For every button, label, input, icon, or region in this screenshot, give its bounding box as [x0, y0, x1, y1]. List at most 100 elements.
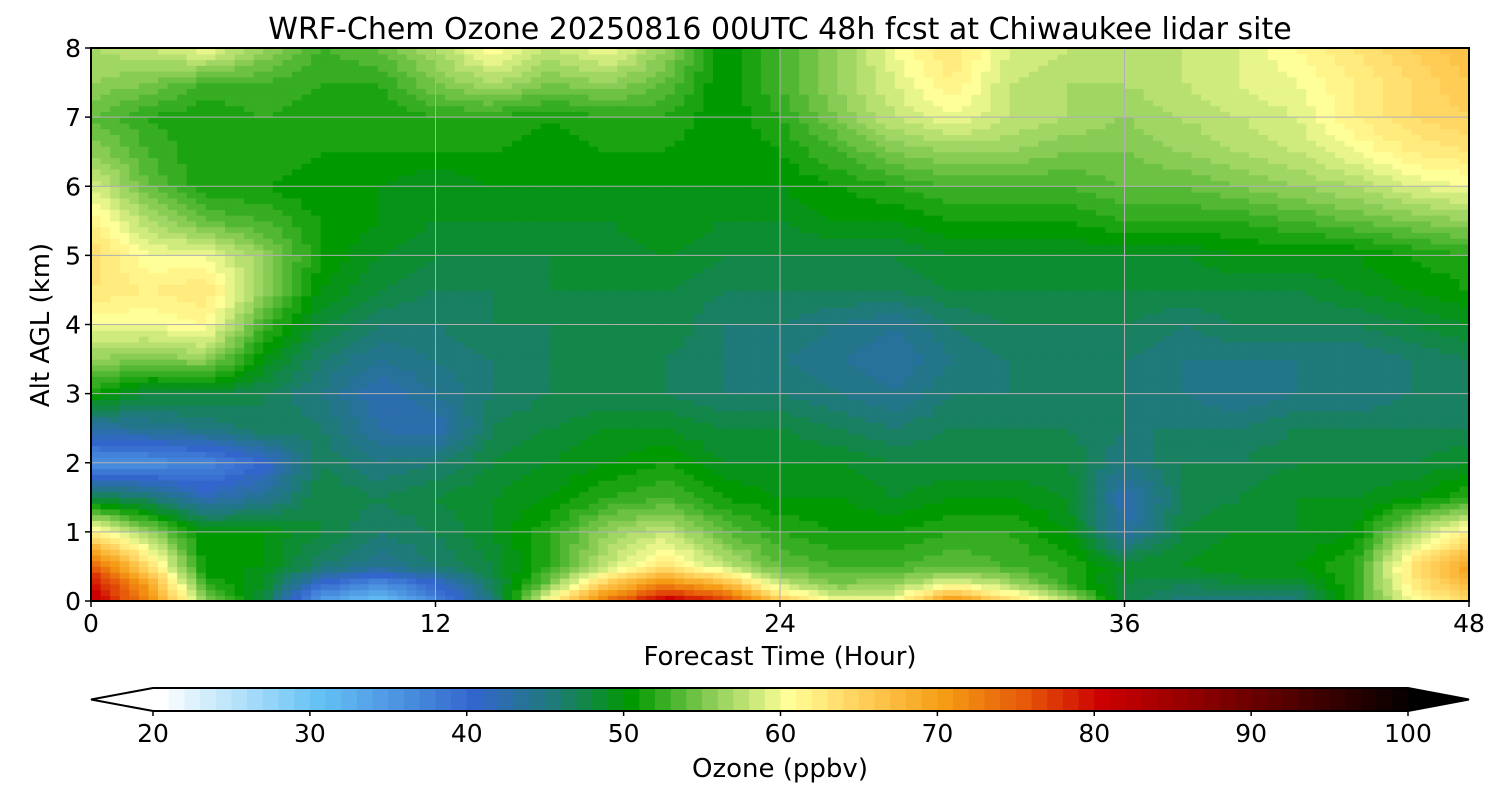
heatmap-cell	[1047, 537, 1059, 544]
heatmap-cell	[1421, 554, 1432, 562]
heatmap-cell	[559, 572, 571, 579]
heatmap-cell	[119, 485, 130, 493]
heatmap-cell	[1153, 416, 1164, 424]
heatmap-cell	[1440, 468, 1451, 475]
heatmap-cell	[550, 468, 561, 475]
heatmap-cell	[971, 566, 982, 573]
heatmap-cell	[607, 497, 618, 504]
heatmap-cell	[148, 445, 159, 452]
heatmap-cell	[665, 508, 676, 516]
heatmap-cell	[1095, 480, 1106, 487]
heatmap-cell	[91, 405, 102, 412]
heatmap-cell	[1296, 468, 1307, 475]
heatmap-cell	[1239, 589, 1250, 596]
heatmap-cell	[1296, 474, 1307, 481]
heatmap-cell	[674, 595, 685, 601]
heatmap-cell	[1325, 497, 1336, 504]
heatmap-cell	[177, 497, 188, 504]
heatmap-cell	[215, 520, 226, 527]
heatmap-cell	[1459, 410, 1469, 418]
heatmap-cell	[1402, 520, 1413, 527]
heatmap-cell	[1124, 549, 1135, 556]
heatmap-cell	[1373, 549, 1384, 556]
heatmap-cell	[1335, 531, 1346, 539]
heatmap-cell	[263, 595, 274, 601]
heatmap-cell	[167, 554, 178, 562]
heatmap-cell	[464, 433, 475, 441]
heatmap-cell	[703, 526, 714, 533]
heatmap-cell	[875, 405, 886, 412]
heatmap-cell	[397, 416, 408, 424]
heatmap-cell	[1124, 485, 1135, 493]
heatmap-cell	[684, 468, 695, 475]
heatmap-cell	[713, 508, 724, 516]
heatmap-cell	[732, 531, 743, 539]
heatmap-cell	[406, 399, 417, 406]
heatmap-cell	[913, 474, 925, 481]
heatmap-cell	[1143, 514, 1154, 521]
heatmap-cell	[674, 537, 685, 544]
heatmap-cell	[617, 462, 628, 470]
heatmap-cell	[684, 531, 695, 539]
heatmap-cell	[1392, 491, 1403, 498]
heatmap-cell	[684, 589, 695, 596]
heatmap-cell	[234, 410, 245, 418]
heatmap-cell	[1335, 508, 1346, 516]
heatmap-cell	[1124, 531, 1135, 539]
heatmap-cell	[1411, 468, 1422, 475]
heatmap-cell	[732, 549, 743, 556]
heatmap-cell	[703, 468, 714, 475]
heatmap-cell	[674, 416, 685, 424]
heatmap-cell	[904, 503, 915, 510]
heatmap-cell	[186, 433, 197, 441]
heatmap-cell	[224, 480, 236, 487]
heatmap-cell	[856, 503, 867, 510]
heatmap-cell	[91, 428, 102, 435]
heatmap-cell	[301, 410, 312, 418]
heatmap-cell	[875, 399, 886, 406]
heatmap-cell	[636, 485, 647, 493]
heatmap-cell	[1306, 537, 1317, 544]
heatmap-cell	[607, 537, 618, 544]
heatmap-cell	[1449, 445, 1461, 452]
heatmap-cell	[588, 462, 599, 470]
heatmap-cell	[741, 399, 752, 406]
heatmap-cell	[674, 439, 685, 447]
heatmap-cell	[1277, 566, 1288, 573]
heatmap-cell	[684, 485, 695, 493]
heatmap-cell	[512, 589, 523, 596]
heatmap-cell	[799, 445, 810, 452]
heatmap-cell	[397, 503, 408, 510]
heatmap-cell	[1000, 451, 1011, 458]
heatmap-cell	[1201, 583, 1212, 591]
heatmap-cell	[952, 589, 963, 596]
heatmap-cell	[1191, 451, 1202, 458]
heatmap-cell	[1315, 491, 1327, 498]
heatmap-cell	[138, 497, 150, 504]
heatmap-cell	[674, 405, 685, 412]
heatmap-cell	[1344, 514, 1355, 521]
heatmap-cell	[1172, 485, 1183, 493]
heatmap-cell	[1411, 549, 1422, 556]
heatmap-cell	[626, 456, 638, 464]
heatmap-cell	[1421, 560, 1432, 568]
heatmap-cell	[397, 595, 408, 601]
heatmap-cell	[1067, 491, 1078, 498]
heatmap-cell	[1248, 416, 1260, 424]
heatmap-cell	[167, 462, 178, 470]
heatmap-cell	[1181, 514, 1193, 521]
heatmap-cell	[215, 451, 226, 458]
heatmap-cell	[1315, 526, 1327, 533]
heatmap-cell	[244, 566, 255, 573]
heatmap-cell	[703, 520, 714, 527]
heatmap-cell	[263, 537, 274, 544]
heatmap-cell	[531, 456, 542, 464]
heatmap-cell	[1335, 572, 1346, 579]
heatmap-cell	[186, 520, 197, 527]
heatmap-cell	[1296, 526, 1307, 533]
heatmap-cell	[129, 589, 140, 596]
heatmap-cell	[282, 410, 293, 418]
heatmap-cell	[186, 595, 197, 601]
heatmap-cell	[301, 514, 312, 521]
heatmap-cell	[760, 399, 772, 406]
